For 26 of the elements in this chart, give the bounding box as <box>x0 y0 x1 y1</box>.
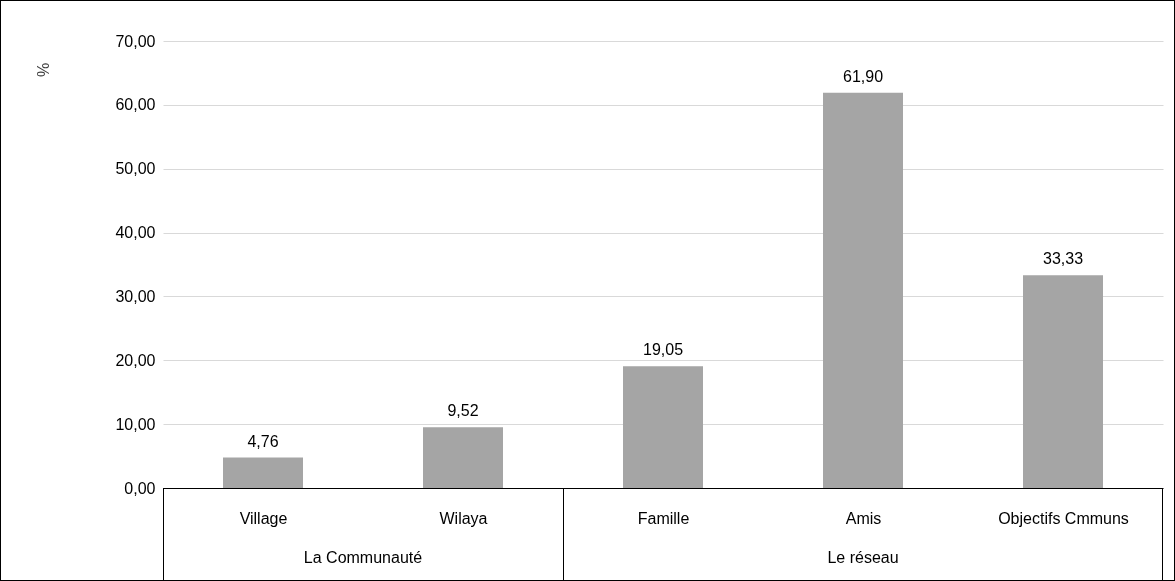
bar <box>1023 275 1103 488</box>
x-tick-label: Famille <box>637 509 690 527</box>
bar <box>223 457 303 488</box>
data-label: 33,33 <box>1042 250 1084 268</box>
y-tick-label: 60,00 <box>115 96 156 114</box>
x-tick-label: Amis <box>845 509 882 527</box>
bar <box>823 92 903 488</box>
x-tick-label: Village <box>239 509 288 527</box>
y-tick-label: 70,00 <box>115 32 156 50</box>
y-tick-label: 40,00 <box>115 224 156 242</box>
y-tick-label: 50,00 <box>115 160 156 178</box>
bar <box>423 427 503 488</box>
x-tick-label: Objectifs Cmmuns <box>998 509 1129 527</box>
data-label: 4,76 <box>247 432 279 450</box>
y-tick-label: 10,00 <box>115 415 156 433</box>
data-label: 9,52 <box>447 402 479 420</box>
data-label: 19,05 <box>642 341 684 359</box>
text: La Communauté <box>302 549 424 567</box>
y-tick-label: 30,00 <box>115 287 156 305</box>
data-label: 61,90 <box>842 67 884 85</box>
bar <box>623 366 703 488</box>
y-tick-label: 0,00 <box>124 479 156 497</box>
y-axis-title: % <box>35 62 54 78</box>
y-tick-label: 20,00 <box>115 351 156 369</box>
text: Le réseau <box>826 549 900 567</box>
x-tick-label: Wilaya <box>439 509 488 527</box>
